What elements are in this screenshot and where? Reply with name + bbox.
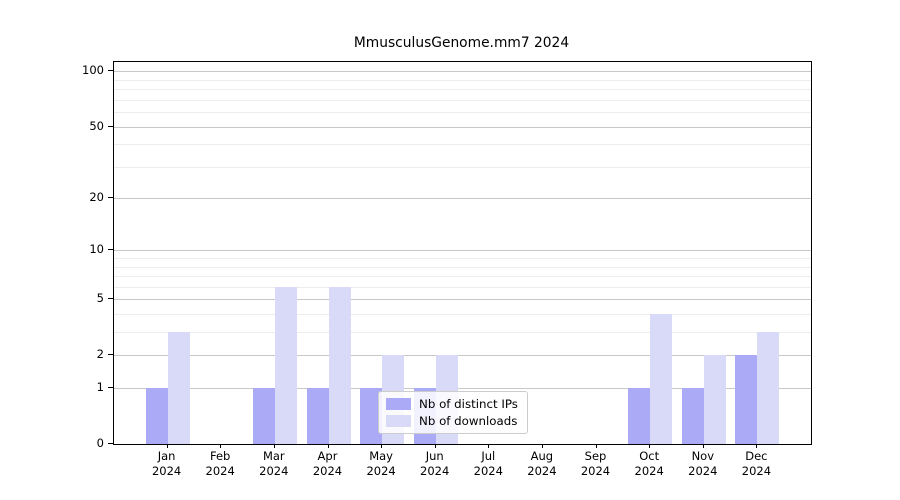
legend-item-distinct-ips: Nb of distinct IPs	[386, 397, 518, 411]
bar-distinct-ips-jan	[145, 388, 168, 444]
y-tick-label: 2	[96, 347, 104, 362]
y-tick-label: 10	[89, 242, 104, 257]
bar-downloads-jan	[167, 332, 190, 444]
plot-area	[113, 61, 812, 445]
x-tick-label-sep: Sep 2024	[580, 449, 611, 478]
x-tick-mark	[434, 444, 436, 448]
x-tick-label-feb: Feb 2024	[205, 449, 235, 478]
y-tick-label: 50	[89, 118, 104, 133]
gridline-major	[114, 198, 811, 200]
x-tick-mark	[220, 444, 222, 448]
y-tick-mark	[108, 249, 113, 251]
x-tick-label-jun: Jun 2024	[420, 449, 450, 478]
legend: Nb of distinct IPs Nb of downloads	[378, 391, 528, 434]
bar-downloads-nov	[703, 355, 726, 444]
x-tick-label-jan: Jan 2024	[151, 449, 182, 478]
gridline-minor	[114, 332, 811, 333]
x-tick-mark	[381, 444, 383, 448]
y-tick-label: 0	[96, 436, 104, 450]
y-tick-label: 20	[89, 190, 104, 205]
gridline-major	[114, 250, 811, 252]
y-tick-mark	[108, 354, 113, 356]
bar-distinct-ips-apr	[306, 388, 329, 444]
chart-title: MmusculusGenome.mm7 2024	[353, 35, 570, 51]
legend-label-distinct-ips: Nb of distinct IPs	[419, 397, 518, 411]
bar-downloads-oct	[650, 314, 673, 444]
x-tick-label-may: May 2024	[366, 449, 396, 478]
legend-swatch-downloads	[386, 415, 411, 427]
bar-distinct-ips-nov	[681, 388, 704, 444]
y-tick-mark	[108, 387, 113, 388]
bar-distinct-ips-mar	[252, 388, 275, 444]
bar-distinct-ips-may	[360, 388, 383, 444]
x-tick-label-mar: Mar 2024	[259, 449, 289, 478]
x-tick-mark	[166, 444, 168, 448]
x-tick-mark	[327, 444, 329, 448]
y-tick-mark	[108, 298, 113, 300]
bar-downloads-apr	[328, 286, 351, 444]
x-tick-mark	[273, 444, 275, 448]
x-tick-label-dec: Dec 2024	[741, 449, 772, 478]
y-tick-mark	[108, 197, 113, 199]
bar-distinct-ips-oct	[628, 388, 651, 444]
x-tick-mark	[756, 444, 758, 448]
x-tick-label-aug: Aug 2024	[527, 449, 557, 478]
gridline-minor	[114, 99, 811, 101]
legend-label-downloads: Nb of downloads	[419, 414, 518, 428]
x-tick-label-nov: Nov 2024	[688, 449, 718, 478]
y-tick-label: 5	[96, 291, 104, 306]
gridline-major	[114, 71, 811, 73]
gridline-major	[114, 126, 811, 128]
gridline-minor	[114, 89, 811, 91]
gridline-minor	[114, 144, 811, 146]
bar-downloads-mar	[274, 286, 297, 444]
x-tick-mark	[702, 444, 704, 448]
x-tick-mark	[595, 444, 597, 448]
legend-item-downloads: Nb of downloads	[386, 414, 518, 428]
y-tick-mark	[108, 125, 113, 127]
y-tick-label: 1	[96, 380, 104, 394]
bar-downloads-dec	[757, 332, 780, 444]
x-tick-label-jul: Jul 2024	[473, 449, 503, 478]
gridline-major	[114, 388, 811, 389]
bar-distinct-ips-dec	[735, 355, 758, 444]
gridline-minor	[114, 166, 811, 168]
gridline-minor	[114, 286, 811, 288]
gridline-minor	[114, 266, 811, 268]
gridline-minor	[114, 79, 811, 81]
gridline-major	[114, 355, 811, 357]
x-tick-mark	[649, 444, 651, 448]
legend-swatch-distinct-ips	[386, 398, 411, 410]
x-tick-mark	[488, 444, 490, 448]
gridline-minor	[114, 112, 811, 113]
y-tick-mark	[108, 443, 113, 444]
gridline-minor	[114, 276, 811, 278]
gridline-major	[114, 299, 811, 301]
x-tick-label-oct: Oct 2024	[634, 449, 664, 478]
gridline-minor	[114, 258, 811, 260]
y-tick-label: 100	[82, 63, 104, 78]
x-tick-mark	[541, 444, 543, 448]
y-tick-mark	[108, 70, 113, 72]
x-tick-label-apr: Apr 2024	[312, 449, 343, 478]
gridline-minor	[114, 314, 811, 315]
